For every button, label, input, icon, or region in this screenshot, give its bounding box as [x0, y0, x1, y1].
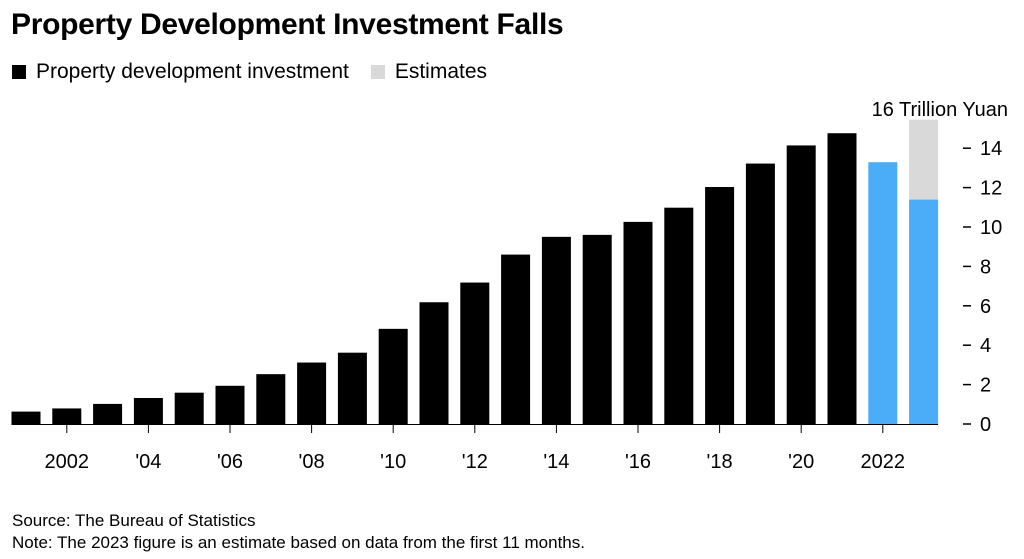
bar-2008 [297, 362, 327, 424]
x-tick-label: 2022 [861, 451, 906, 473]
bar-2018 [705, 187, 735, 424]
bar-2005 [174, 392, 204, 424]
y-tick-label: 8 [980, 256, 991, 278]
x-tick-label: 2002 [45, 451, 90, 473]
bar-2017 [664, 207, 694, 424]
x-tick-label: '10 [380, 451, 406, 473]
y-axis: 0 2 4 6 8 10 12 14 16 Trillion Yuan [872, 99, 1008, 436]
y-tick-label: 12 [980, 178, 1002, 200]
bar-2009 [337, 352, 367, 424]
source-note: Source: The Bureau of Statistics [12, 511, 256, 530]
legend-item-investment: Property development investment [12, 60, 349, 84]
bar-2020 [786, 145, 816, 424]
bar-2012 [460, 282, 490, 424]
bar-2022 [868, 162, 898, 424]
bar-2021 [827, 133, 857, 424]
footnote: Note: The 2023 figure is an estimate bas… [12, 533, 585, 552]
legend: Property development investment Estimate… [12, 60, 509, 84]
x-tick-label: '04 [135, 451, 161, 473]
y-tick-label: 14 [980, 138, 1002, 160]
y-tick-label: 10 [980, 217, 1002, 239]
bar-2010 [378, 328, 408, 424]
bar-2013 [501, 254, 531, 424]
x-axis: 2002 '04 '06 '08 '10 '12 '14 '16 '18 '20 2022 [11, 424, 939, 473]
legend-swatch-estimates [370, 65, 385, 79]
bar-2016 [623, 221, 653, 424]
bar-2011 [419, 302, 449, 424]
legend-label-estimates: Estimates [394, 60, 488, 83]
legend-item-estimates: Estimates [370, 60, 488, 84]
x-tick-label: '20 [788, 451, 814, 473]
x-tick-label: '12 [462, 451, 488, 473]
chart-title: Property Development Investment Falls [11, 8, 564, 41]
footer: Source: The Bureau of Statistics Note: T… [12, 510, 585, 554]
x-tick-label: '14 [543, 451, 569, 473]
y-tick-label: 2 [980, 375, 991, 397]
bar-2004 [133, 397, 163, 424]
bar-2023 [909, 199, 939, 424]
x-tick-label: '06 [217, 451, 243, 473]
bar-2015 [582, 234, 612, 424]
x-tick-label: '18 [707, 451, 733, 473]
bar-2002 [52, 408, 82, 424]
bars-group [11, 119, 939, 425]
y-axis-unit-label: 16 Trillion Yuan [872, 99, 1008, 121]
y-tick-label: 6 [980, 296, 991, 318]
bar-2014 [541, 236, 571, 424]
x-tick-label: '08 [299, 451, 325, 473]
y-tick-label: 4 [980, 335, 991, 357]
bar-2003 [93, 403, 123, 424]
legend-swatch-investment [12, 65, 26, 79]
bar-2007 [256, 374, 286, 424]
x-tick-label: '16 [625, 451, 651, 473]
bar-2006 [215, 385, 245, 424]
y-tick-label: 0 [980, 414, 991, 436]
bar-2001 [11, 411, 41, 424]
legend-label-investment: Property development investment [36, 60, 349, 83]
bar-2019 [745, 163, 775, 425]
